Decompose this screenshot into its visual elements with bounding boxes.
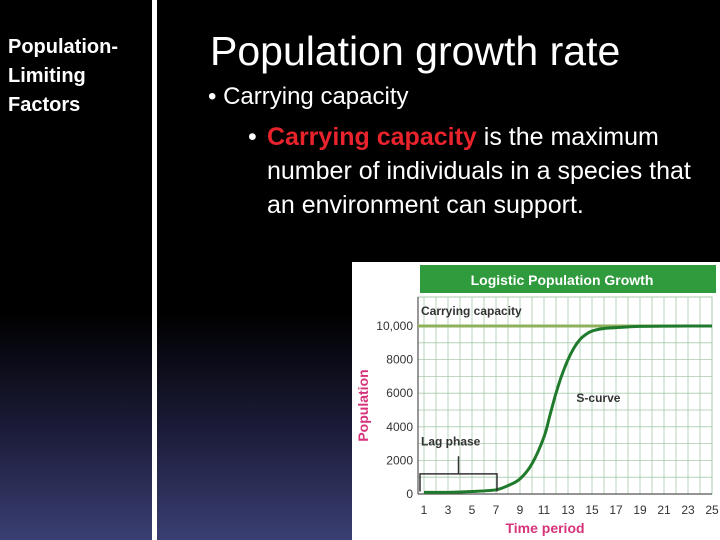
- x-tick-label: 15: [585, 503, 599, 517]
- bullet-text-1: Carrying capacity: [223, 83, 409, 110]
- chart-axes: [417, 297, 712, 495]
- y-tick-label: 4000: [386, 420, 413, 434]
- carrying-capacity-label: Carrying capacity: [421, 304, 522, 318]
- s-curve-line: [423, 324, 713, 494]
- x-axis-label: Time period: [505, 520, 584, 536]
- sidebar: Population- Limiting Factors: [0, 0, 152, 540]
- x-tick-label: 17: [609, 503, 623, 517]
- highlighted-term: Carrying capacity: [267, 123, 477, 151]
- bullet-item-2: • Carrying capacity is the maximum numbe…: [248, 120, 708, 222]
- definition-text: is the maximum number of individuals in …: [267, 123, 691, 219]
- chart-title-band: [420, 265, 716, 293]
- bullet-marker: •: [208, 83, 217, 110]
- y-axis-label: Population: [355, 369, 371, 441]
- x-tick-labels: 1 3 5 7 9 11 13 15 17 19 21 23 25: [421, 503, 719, 517]
- chart-title: Logistic Population Growth: [471, 272, 654, 288]
- x-tick-label: 19: [633, 503, 647, 517]
- x-tick-label: 23: [681, 503, 695, 517]
- y-tick-label: 0: [406, 487, 413, 501]
- s-curve-label: S-curve: [576, 391, 620, 405]
- sidebar-title: Population- Limiting Factors: [8, 36, 118, 116]
- x-tick-label: 1: [421, 503, 428, 517]
- y-tick-labels: 0 2000 4000 6000 8000 10,000: [376, 319, 413, 501]
- bullet-item-1: • Carrying capacity: [208, 82, 408, 112]
- x-tick-label: 13: [561, 503, 575, 517]
- sidebar-divider: [152, 0, 157, 540]
- y-tick-label: 8000: [386, 353, 413, 367]
- x-tick-label: 25: [705, 503, 719, 517]
- x-tick-label: 3: [445, 503, 452, 517]
- slide-title: Population growth rate: [210, 28, 621, 74]
- y-tick-label: 6000: [386, 386, 413, 400]
- y-tick-label: 2000: [386, 453, 413, 467]
- x-tick-label: 7: [493, 503, 500, 517]
- chart-panel: Logistic Population Growth 0 2000 4000 6000…: [352, 262, 720, 540]
- bullet-marker: •: [248, 123, 257, 151]
- x-tick-label: 5: [469, 503, 476, 517]
- x-tick-label: 21: [657, 503, 671, 517]
- x-tick-label: 11: [538, 503, 551, 517]
- y-tick-label: 10,000: [376, 319, 413, 333]
- lag-phase-bracket: [419, 456, 498, 492]
- logistic-growth-chart: Logistic Population Growth 0 2000 4000 6000…: [355, 265, 719, 536]
- x-tick-label: 9: [517, 503, 524, 517]
- lag-phase-label: Lag phase: [421, 434, 481, 448]
- bullet-text-2: Carrying capacity is the maximum number …: [267, 120, 708, 222]
